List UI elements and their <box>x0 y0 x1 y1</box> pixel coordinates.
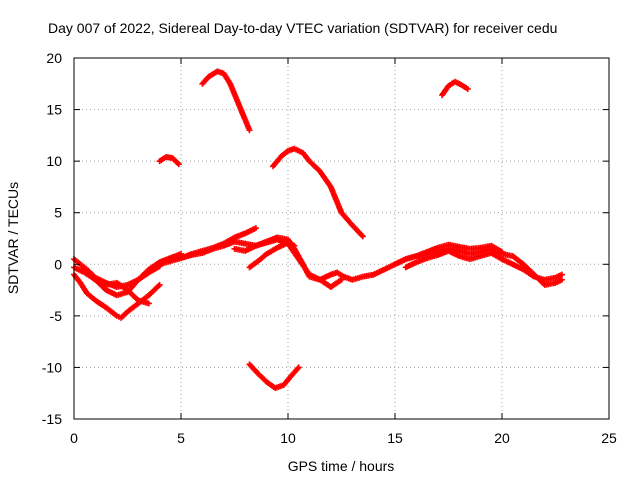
plot-frame <box>73 57 610 420</box>
data-point <box>156 281 163 288</box>
data-point <box>295 364 302 371</box>
x-tick-label: 10 <box>280 430 296 446</box>
data-point <box>338 276 345 283</box>
y-tick-label: 15 <box>46 102 62 118</box>
data-point <box>291 242 298 249</box>
y-tick-label: -10 <box>42 359 62 375</box>
x-tick-label: 15 <box>387 430 403 446</box>
data-point <box>558 276 565 283</box>
y-tick-label: 20 <box>46 50 62 66</box>
data-point <box>155 283 162 290</box>
x-tick-label: 20 <box>494 430 510 446</box>
grid <box>74 58 609 419</box>
axes: 0 5 10 15 20 25 -15 -10 -5 0 5 10 15 20 <box>42 50 617 446</box>
data-point <box>359 233 366 240</box>
x-tick-label: 5 <box>177 430 185 446</box>
data-point <box>246 127 253 134</box>
y-tick-label: -5 <box>50 308 63 324</box>
data-point <box>499 248 505 255</box>
data-point <box>464 85 471 92</box>
x-tick-label: 0 <box>70 430 78 446</box>
data-point <box>252 225 259 232</box>
chart-title: Day 007 of 2022, Sidereal Day-to-day VTE… <box>48 20 557 36</box>
data-point <box>175 161 182 168</box>
y-tick-label: -15 <box>42 411 62 427</box>
data-point <box>558 271 565 278</box>
data-points <box>71 68 565 392</box>
y-tick-label: 5 <box>54 205 62 221</box>
y-tick-label: 0 <box>54 256 62 272</box>
x-axis-label: GPS time / hours <box>288 458 395 474</box>
y-tick-label: 10 <box>46 153 62 169</box>
y-axis-label: SDTVAR / TECUs <box>5 182 21 294</box>
x-tick-label: 25 <box>601 430 617 446</box>
data-point <box>145 300 152 307</box>
